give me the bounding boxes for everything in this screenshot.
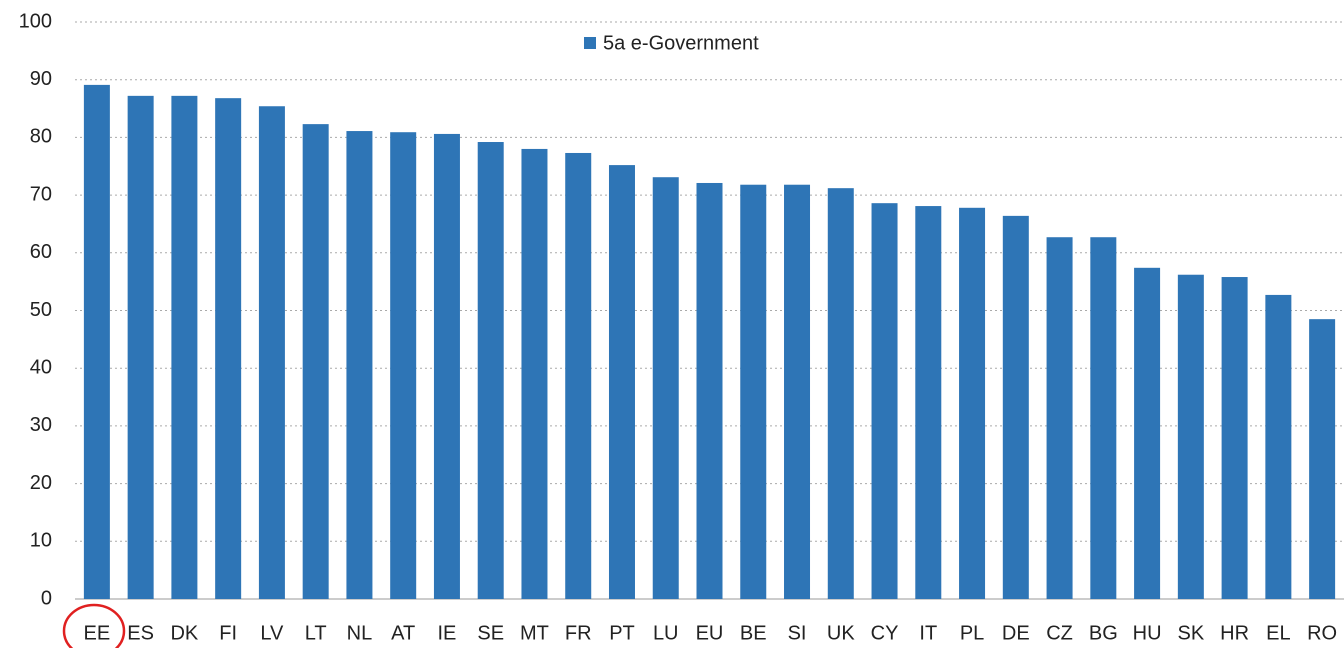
x-tick-label: NL <box>347 622 373 644</box>
y-tick-label: 70 <box>30 183 52 205</box>
x-tick-label: MT <box>520 622 549 644</box>
highlight-circle <box>62 603 126 653</box>
x-tick-label: AT <box>391 622 415 644</box>
x-tick-label: FR <box>565 622 592 644</box>
bar <box>521 148 548 599</box>
bar <box>696 182 723 599</box>
x-tick-label: DK <box>170 622 198 644</box>
bar <box>1221 277 1248 599</box>
x-tick-label: SI <box>788 622 807 644</box>
y-tick-label: 30 <box>30 414 52 436</box>
bar <box>959 207 986 599</box>
x-tick-label: PT <box>609 622 635 644</box>
bar <box>652 177 679 599</box>
x-tick-label: ES <box>127 622 154 644</box>
bar <box>827 188 854 599</box>
bar <box>1002 215 1029 599</box>
x-tick-label: CZ <box>1046 622 1073 644</box>
x-tick-label: EU <box>696 622 724 644</box>
y-tick-label: 100 <box>19 10 52 32</box>
legend-label: 5a e-Government <box>603 32 759 54</box>
bar <box>1177 274 1204 599</box>
bar <box>1265 294 1292 599</box>
y-tick-label: 90 <box>30 68 52 90</box>
bar <box>390 132 417 599</box>
bar <box>215 98 242 599</box>
bar <box>83 84 110 599</box>
x-tick-label: LU <box>653 622 679 644</box>
y-tick-label: 60 <box>30 241 52 263</box>
y-tick-label: 50 <box>30 299 52 321</box>
bar <box>1046 237 1073 599</box>
bar <box>346 131 373 600</box>
x-tick-label: SK <box>1178 622 1205 644</box>
x-tick-label: EE <box>84 622 111 644</box>
x-tick-label: HR <box>1220 622 1249 644</box>
x-tick-label: LT <box>305 622 327 644</box>
bar <box>127 95 154 599</box>
bar <box>258 106 285 599</box>
bar <box>1134 267 1161 599</box>
bar <box>871 203 898 600</box>
x-tick-label: UK <box>827 622 855 644</box>
bar <box>433 133 460 600</box>
y-tick-label: 20 <box>30 472 52 494</box>
bar <box>784 184 811 600</box>
y-tick-label: 40 <box>30 356 52 378</box>
x-tick-label: LV <box>260 622 284 644</box>
legend-swatch <box>584 37 596 49</box>
x-tick-label: EL <box>1266 622 1290 644</box>
bar <box>565 152 592 599</box>
bar <box>1309 319 1336 599</box>
y-tick-label: 0 <box>41 587 52 609</box>
x-tick-label: PL <box>960 622 984 644</box>
x-tick-label: CY <box>871 622 899 644</box>
bar <box>608 165 635 599</box>
x-tick-label: DE <box>1002 622 1030 644</box>
x-tick-label: HU <box>1133 622 1162 644</box>
x-tick-label: IE <box>437 622 456 644</box>
x-tick-label: SE <box>477 622 504 644</box>
x-tick-label: RO <box>1307 622 1337 644</box>
bar <box>915 206 942 600</box>
bar <box>1090 237 1117 599</box>
x-tick-label: FI <box>219 622 237 644</box>
bar <box>171 95 198 599</box>
y-tick-label: 80 <box>30 126 52 148</box>
y-tick-label: 10 <box>30 530 52 552</box>
bar <box>477 142 504 600</box>
x-tick-label: BE <box>740 622 767 644</box>
bar <box>740 184 767 600</box>
x-tick-label: IT <box>919 622 937 644</box>
x-tick-label: BG <box>1089 622 1118 644</box>
bar <box>302 124 329 599</box>
